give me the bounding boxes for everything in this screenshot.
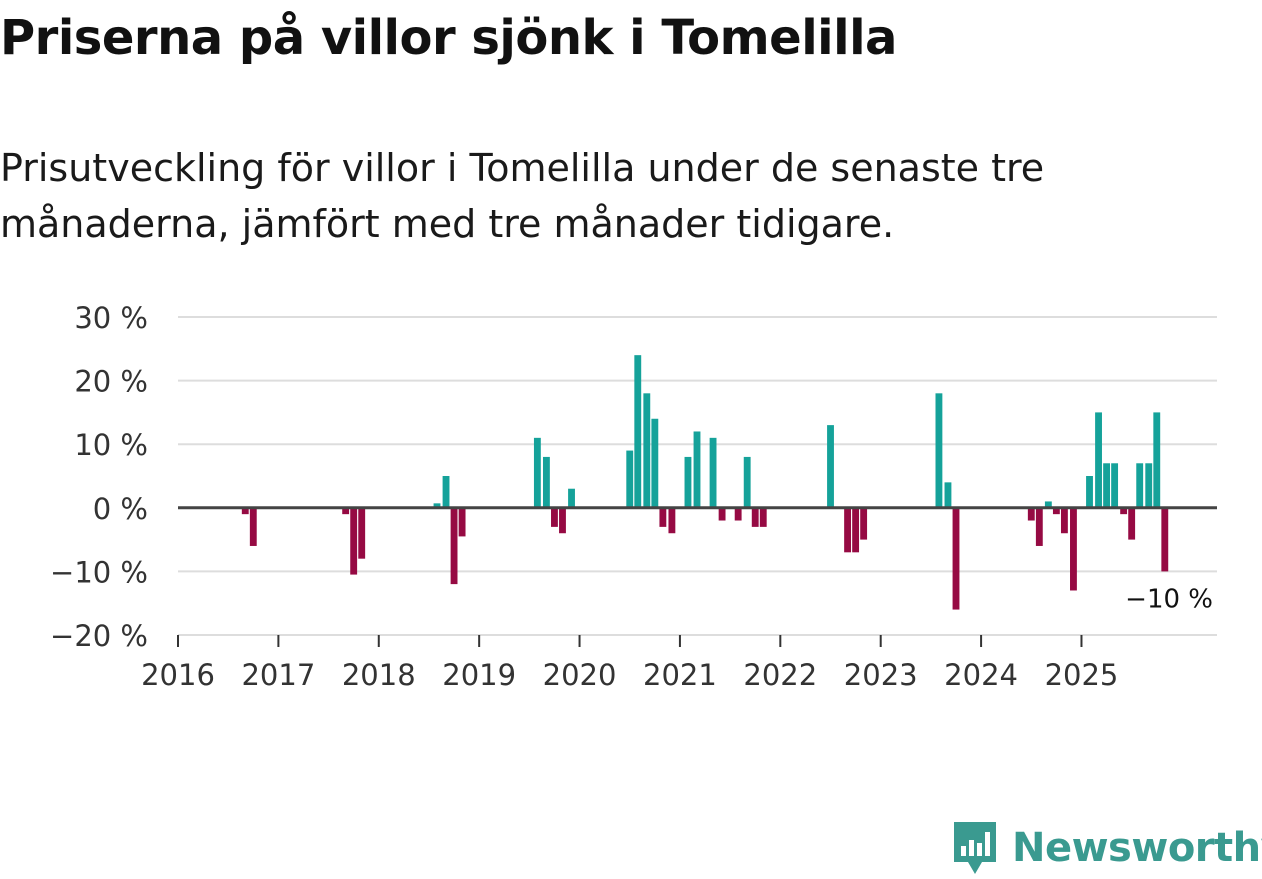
x-tick-label: 2016 bbox=[141, 658, 215, 692]
bar bbox=[458, 507, 466, 537]
bar bbox=[1145, 463, 1153, 508]
y-tick-label: 20 % bbox=[74, 365, 148, 399]
x-tick-label: 2017 bbox=[241, 658, 315, 692]
bar bbox=[643, 393, 651, 508]
bar bbox=[1111, 463, 1119, 508]
bar bbox=[935, 393, 943, 508]
x-tick-label: 2020 bbox=[543, 658, 617, 692]
bar bbox=[442, 476, 450, 508]
bar bbox=[1161, 507, 1169, 572]
bar bbox=[533, 437, 541, 508]
bar bbox=[350, 507, 358, 575]
bar bbox=[718, 507, 726, 521]
bar bbox=[634, 355, 642, 508]
y-tick-label: 10 % bbox=[74, 428, 148, 462]
bar bbox=[1027, 507, 1035, 521]
bar bbox=[358, 507, 366, 559]
bar bbox=[1153, 412, 1161, 508]
bar bbox=[693, 431, 701, 508]
bar bbox=[668, 507, 676, 534]
bar bbox=[751, 507, 759, 527]
y-tick-label: 0 % bbox=[93, 492, 148, 526]
bar bbox=[709, 437, 717, 508]
bar bbox=[743, 456, 751, 508]
bar bbox=[249, 507, 257, 546]
newsworthy-logo: Newsworthy bbox=[950, 818, 1262, 878]
bar bbox=[827, 425, 834, 508]
bar bbox=[568, 488, 575, 508]
bar bbox=[659, 507, 667, 527]
chart-title: Priserna på villor sjönk i Tomelilla bbox=[0, 10, 897, 66]
bar bbox=[433, 503, 441, 508]
bar bbox=[1052, 507, 1060, 515]
x-tick-label: 2024 bbox=[944, 658, 1018, 692]
bar bbox=[860, 507, 868, 540]
bar bbox=[551, 507, 558, 527]
bar bbox=[1086, 476, 1093, 508]
bar bbox=[1103, 463, 1111, 508]
bar bbox=[651, 418, 659, 508]
bar bbox=[342, 507, 350, 515]
bar bbox=[734, 507, 742, 521]
bar bbox=[1070, 507, 1077, 591]
x-axis: 2016 2017 2018 2019 2020 2021 2022 2023 2024 2025 bbox=[141, 634, 1217, 692]
bar bbox=[1044, 501, 1052, 508]
logo-text: Newsworthy bbox=[1012, 825, 1262, 871]
x-tick-label: 2021 bbox=[643, 658, 717, 692]
y-tick-label: −10 % bbox=[50, 555, 148, 589]
x-tick-label: 2018 bbox=[342, 658, 416, 692]
bar bbox=[952, 507, 960, 610]
bar bbox=[241, 507, 249, 515]
bar bbox=[1060, 507, 1068, 534]
bar bbox=[1120, 507, 1128, 515]
x-tick-label: 2023 bbox=[844, 658, 918, 692]
last-value-label: −10 % bbox=[1125, 584, 1213, 614]
bar bbox=[1136, 463, 1144, 508]
bar bbox=[1035, 507, 1043, 546]
bar bbox=[1128, 507, 1136, 540]
bar bbox=[852, 507, 860, 553]
bar bbox=[450, 507, 458, 585]
bar bbox=[944, 482, 952, 508]
x-tick-label: 2022 bbox=[743, 658, 817, 692]
data-labels: −10 % bbox=[1125, 584, 1213, 614]
bar bbox=[542, 456, 550, 508]
bar bbox=[844, 507, 852, 553]
bar bbox=[559, 507, 566, 534]
x-tick-label: 2019 bbox=[442, 658, 516, 692]
y-axis-ticks: 30 % 20 % 10 % 0 % −10 % −20 % bbox=[50, 301, 148, 653]
bar-chart-badge-icon bbox=[954, 822, 996, 874]
bar bbox=[759, 507, 767, 527]
bar bbox=[1095, 412, 1102, 508]
chart-subtitle: Prisutveckling för villor i Tomelilla un… bbox=[0, 146, 1045, 246]
y-tick-label: −20 % bbox=[50, 619, 148, 653]
bar-chart: 30 %20 %10 %0 %−10 %−20 % 2016 2017 2018 20… bbox=[50, 301, 1217, 692]
bar bbox=[684, 456, 692, 508]
y-tick-label: 30 % bbox=[74, 301, 148, 335]
bars bbox=[241, 355, 1169, 610]
bar bbox=[626, 450, 634, 508]
x-tick-label: 2025 bbox=[1045, 658, 1119, 692]
